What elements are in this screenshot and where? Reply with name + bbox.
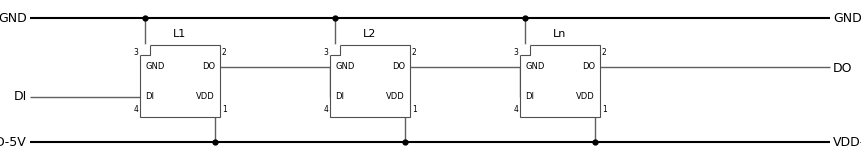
Text: VDD-5V: VDD-5V	[0, 135, 27, 148]
Text: DI: DI	[145, 92, 154, 101]
Text: DI: DI	[14, 90, 27, 104]
Text: DO: DO	[392, 62, 405, 71]
Text: 1: 1	[222, 105, 226, 114]
Polygon shape	[520, 45, 530, 55]
Text: 3: 3	[513, 48, 518, 57]
Text: VDD: VDD	[387, 92, 405, 101]
Text: 1: 1	[602, 105, 607, 114]
Text: GND: GND	[525, 62, 544, 71]
Polygon shape	[330, 45, 340, 55]
Text: 1: 1	[412, 105, 417, 114]
Text: GND: GND	[0, 12, 27, 24]
Bar	[140, 45, 220, 117]
Text: DO: DO	[582, 62, 595, 71]
Text: DO: DO	[833, 61, 852, 74]
Text: Ln: Ln	[554, 29, 567, 39]
Text: 2: 2	[412, 48, 417, 57]
Text: 4: 4	[513, 105, 518, 114]
Text: VDD-5V: VDD-5V	[833, 135, 861, 148]
Bar	[520, 45, 600, 117]
Text: VDD: VDD	[196, 92, 215, 101]
Text: GND: GND	[145, 62, 164, 71]
Text: L1: L1	[173, 29, 187, 39]
Text: VDD: VDD	[576, 92, 595, 101]
Bar	[330, 45, 410, 117]
Text: 3: 3	[133, 48, 138, 57]
Text: DI: DI	[525, 92, 534, 101]
Text: 4: 4	[133, 105, 138, 114]
Text: 4: 4	[323, 105, 328, 114]
Text: GND: GND	[335, 62, 355, 71]
Polygon shape	[140, 45, 150, 55]
Text: DI: DI	[335, 92, 344, 101]
Text: GND: GND	[833, 12, 861, 24]
Text: DO: DO	[201, 62, 215, 71]
Text: 2: 2	[602, 48, 607, 57]
Text: L2: L2	[363, 29, 377, 39]
Text: 2: 2	[222, 48, 226, 57]
Text: 3: 3	[323, 48, 328, 57]
